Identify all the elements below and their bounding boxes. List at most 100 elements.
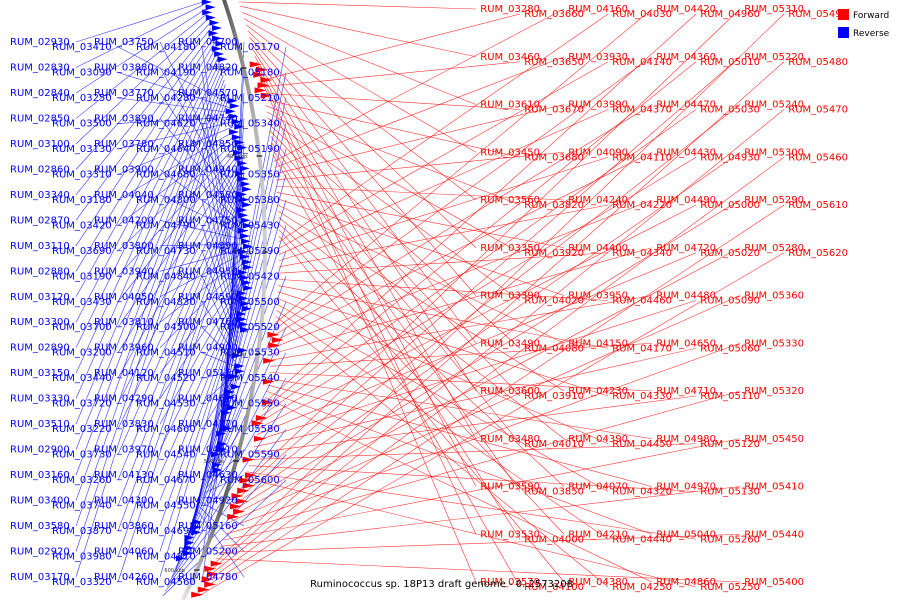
reverse-gene-label: RUM_05420 [220, 271, 280, 282]
forward-gene-label: RUM_04250 [612, 582, 672, 593]
label-connector [267, 117, 521, 301]
label-connector [275, 104, 565, 175]
forward-gene-label: RUM_05480 [788, 57, 848, 68]
forward-gene-label: RUM_03990 [568, 100, 628, 111]
gene-feature [241, 305, 252, 312]
label-connector [278, 61, 609, 249]
gene-feature [205, 4, 216, 11]
gene-feature [208, 30, 219, 37]
genome-caption: Ruminococcus sp. 18P13 draft genome - 0.… [310, 579, 573, 590]
label-connector [269, 372, 653, 392]
forward-gene-label: RUM_05450 [744, 434, 804, 445]
label-connector [159, 272, 243, 399]
gene-feature [243, 285, 254, 291]
label-connector [278, 223, 565, 487]
reverse-gene-label: RUM_03340 [10, 190, 70, 201]
reverse-gene-label: RUM_03800 [94, 241, 154, 252]
gene-labels: RUM_02930RUM_02830RUM_02840RUM_02850RUM_… [10, 4, 848, 593]
reverse-gene-label: RUM_05600 [220, 475, 280, 486]
gene-feature [201, 576, 214, 583]
label-connector [192, 97, 287, 526]
reverse-gene-label: RUM_04560 [136, 577, 196, 588]
gene-feature [255, 66, 268, 73]
forward-gene-label: RUM_04240 [568, 195, 628, 206]
label-connector [75, 79, 225, 476]
gene-feature [191, 529, 202, 536]
reverse-gene-label: RUM_04040 [94, 190, 154, 201]
forward-gene-label: RUM_03350 [480, 243, 540, 254]
label-connector [159, 220, 243, 240]
reverse-gene-label: RUM_03430 [52, 297, 112, 308]
label-connector [75, 37, 214, 246]
gene-feature [240, 238, 251, 245]
label-connector [117, 192, 242, 532]
forward-gene-label: RUM_04140 [612, 57, 672, 68]
label-connector [159, 248, 244, 272]
label-connector [266, 390, 653, 535]
reverse-gene-label: RUM_04730 [136, 246, 196, 257]
forward-gene-label: RUM_04710 [656, 386, 716, 397]
forward-gene-label: RUM_04210 [568, 529, 628, 540]
forward-gene-label: RUM_05030 [700, 105, 760, 116]
forward-gene-label: RUM_04440 [612, 534, 672, 545]
forward-gene-label: RUM_05250 [700, 582, 760, 593]
label-connector [162, 479, 287, 597]
gene-feature [242, 482, 255, 489]
gene-feature [255, 415, 268, 421]
label-connector [75, 56, 220, 348]
reverse-gene-label: RUM_03410 [52, 42, 112, 53]
forward-gene-label: RUM_05280 [744, 243, 804, 254]
label-connector [236, 152, 741, 504]
reverse-gene-label: RUM_05150 [178, 368, 238, 379]
forward-gene-label: RUM_03930 [568, 52, 628, 63]
label-connector [276, 185, 565, 201]
reverse-gene-label: RUM_04640 [136, 144, 196, 155]
reverse-gene-label: RUM_02840 [10, 88, 70, 99]
reverse-gene-label: RUM_04510 [136, 348, 196, 359]
forward-gene-label: RUM_04150 [568, 338, 628, 349]
label-connector [261, 109, 697, 417]
gene-feature [225, 394, 236, 401]
label-connector [117, 197, 242, 557]
forward-gene-label: RUM_04650 [656, 338, 716, 349]
reverse-gene-label: RUM_04260 [94, 572, 154, 583]
gene-feature [204, 581, 217, 588]
label-connector [159, 67, 243, 212]
forward-gene-label: RUM_05120 [700, 439, 760, 450]
label-connector [207, 423, 245, 484]
reverse-gene-label: RUM_04780 [178, 572, 238, 583]
reverse-gene-label: RUM_03300 [10, 317, 70, 328]
gene-feature [237, 160, 248, 167]
reverse-gene-label: RUM_03110 [10, 241, 70, 252]
gene-feature [238, 321, 249, 328]
label-connector [240, 5, 477, 58]
reverse-gene-label: RUM_05190 [220, 144, 280, 155]
label-connector [159, 253, 244, 298]
label-connector [242, 12, 477, 105]
reverse-gene-label: RUM_03090 [52, 67, 112, 78]
reverse-gene-label: RUM_04690 [136, 526, 196, 537]
label-connector [75, 46, 217, 297]
label-connector [201, 352, 235, 367]
reverse-gene-label: RUM_04740 [178, 113, 238, 124]
reverse-gene-label: RUM_03900 [94, 164, 154, 175]
reverse-gene-label: RUM_03730 [52, 450, 112, 461]
label-connector [265, 105, 521, 206]
gene-feature [225, 108, 236, 115]
gene-feature [237, 487, 250, 494]
label-connector [197, 511, 245, 578]
reverse-gene-label: RUM_04050 [94, 292, 154, 303]
gene-feature [268, 342, 281, 349]
label-connector [75, 60, 221, 374]
gene-feature [237, 227, 248, 234]
gene-feature [239, 477, 252, 484]
label-connector [117, 126, 234, 175]
reverse-gene-label: RUM_02860 [10, 164, 70, 175]
reverse-gene-label: RUM_02830 [10, 62, 70, 73]
forward-gene-label: RUM_04080 [524, 343, 584, 354]
scale-marks: 350 kbp 400 kbp 450 kbp 500 kbp 550 kbp 600 k… [164, 66, 268, 574]
gene-feature [240, 300, 251, 307]
gene-feature [234, 123, 245, 130]
forward-gene-label: RUM_04430 [656, 147, 716, 158]
forward-gene-label: RUM_05410 [744, 482, 804, 493]
